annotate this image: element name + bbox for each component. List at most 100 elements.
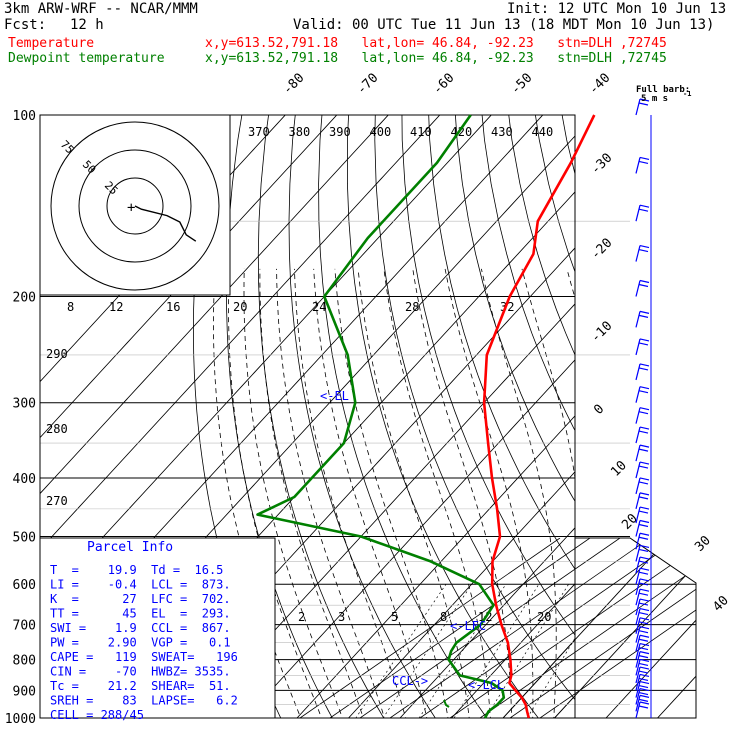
wind-barb-staff <box>635 444 641 462</box>
wind-barb-flag <box>638 621 649 625</box>
pressure-label: 400 <box>13 472 36 487</box>
wind-barb-flag <box>639 279 650 284</box>
isotherm-line <box>296 415 575 718</box>
wind-barb-staff <box>635 578 641 596</box>
wind-barb-flag <box>638 612 649 616</box>
isotherm-label: -50 <box>508 71 535 98</box>
hodograph-trace <box>134 205 197 242</box>
parcel-info-row: SWI = 1.9 CCL = 867. <box>50 621 231 635</box>
wind-barb <box>635 477 650 495</box>
wind-barb-staff <box>635 651 641 668</box>
wind-barb-staff <box>635 533 641 550</box>
wind-barb-flag <box>639 204 650 208</box>
dewpoint-legend: Dewpoint temperature <box>8 51 165 66</box>
moist-adiabat-line <box>313 268 428 718</box>
wind-barb-staff <box>635 568 641 585</box>
hodograph-ring <box>106 177 164 235</box>
wind-barb-flag <box>639 338 650 342</box>
wind-barb-flag <box>639 506 650 510</box>
wind-barb-flag <box>638 510 649 514</box>
plot-border <box>39 114 576 719</box>
theta-e-label: 270 <box>46 494 68 508</box>
wind-barb-flag <box>639 310 650 314</box>
wind-barb-staff <box>635 338 641 356</box>
wind-barb-flag <box>638 496 649 500</box>
theta-label: 430 <box>491 125 513 139</box>
wind-barb <box>635 310 650 328</box>
parcel-info-row: K = 27 LFC = 702. <box>50 592 231 606</box>
dry-adiabat-line-extended <box>449 538 696 718</box>
wind-barb <box>635 680 650 698</box>
wind-barb <box>635 519 650 537</box>
dry-adiabat-line-extended <box>299 538 561 718</box>
dry-adiabat-line-extended <box>329 538 591 718</box>
mixing-ratio-line <box>526 637 575 718</box>
wind-barb-flag <box>639 426 650 430</box>
wind-barb <box>635 279 650 297</box>
pressure-label: 200 <box>13 291 36 306</box>
wind-barb <box>635 578 650 596</box>
dry-adiabat-line <box>346 115 539 718</box>
wind-barb-flag <box>639 680 650 685</box>
isotherm-line <box>40 115 338 439</box>
valid-time: Valid: 00 UTC Tue 11 Jun 13 (18 MDT Mon … <box>293 17 715 33</box>
wind-barb-flag <box>639 519 650 524</box>
isotherm-line <box>658 115 740 718</box>
wind-barb-staff <box>635 363 641 381</box>
hodograph-origin-mark: + <box>127 200 135 216</box>
pressure-label: 100 <box>13 109 36 124</box>
parcel-info-row: SREH = 83 LAPSE= 6.2 <box>50 694 238 708</box>
wind-barb-flag <box>639 651 650 655</box>
wind-barb <box>635 556 650 574</box>
pressure-label: 600 <box>13 578 36 593</box>
mixing-ratio-line <box>382 584 473 718</box>
wind-barb-flag <box>638 102 649 106</box>
forecast-label: Fcst: <box>4 17 47 33</box>
wind-barb <box>635 386 650 403</box>
wind-barb <box>635 642 650 660</box>
moist-adiabat-line <box>276 268 385 718</box>
wind-barb-flag <box>639 156 650 161</box>
wind-barb-staff <box>635 386 641 403</box>
wind-barb-staff <box>635 688 641 705</box>
dewpoint-trace <box>256 114 506 719</box>
dry-adiabat-line-extended <box>539 538 696 718</box>
temperature-location: x,y=613.52,791.18 lat,lon= 46.84, -92.23… <box>205 36 667 51</box>
wind-barb-staff <box>635 643 641 660</box>
wind-barb-flag <box>638 411 649 415</box>
wind-barb-staff <box>635 556 641 574</box>
hodograph-box <box>39 114 231 296</box>
parcel-info-row: Tc = 21.2 SHEAR= 51. <box>50 679 231 693</box>
parcel-info-row: PW = 2.90 VGP = 0.1 <box>50 636 231 650</box>
wind-barb <box>635 506 650 524</box>
wind-barb-flag <box>639 407 650 411</box>
wind-barb <box>635 98 650 116</box>
wind-barb-flag <box>638 314 649 318</box>
mixing-ratio-line <box>485 584 569 718</box>
mixing-ratio-label-low: 5 <box>391 610 398 624</box>
isotherm-line <box>40 115 441 551</box>
wind-barb-flag <box>638 662 649 667</box>
wind-barb-flag <box>638 523 649 528</box>
wind-barb-flag <box>639 694 650 698</box>
wind-barb-flag <box>639 444 650 448</box>
wind-barb-flag <box>638 248 649 253</box>
isotherm-label: 30 <box>692 533 714 555</box>
wind-barb-flag <box>639 608 650 612</box>
isotherm-line <box>40 115 492 607</box>
wind-barb <box>635 701 650 719</box>
sounding-traces <box>256 114 596 719</box>
barb-legend-line2: 5 m s <box>641 94 669 104</box>
temperature-legend: Temperature <box>8 36 95 51</box>
wind-barb-flag <box>638 390 649 394</box>
mixing-ratio-label: 24 <box>312 300 326 314</box>
wind-barb-staff <box>635 520 641 537</box>
temperature-trace <box>482 114 596 719</box>
wind-barb-staff <box>635 157 641 174</box>
theta-label: 400 <box>370 125 392 139</box>
wind-barb-flag <box>639 617 650 621</box>
wind-barb-staff <box>635 407 641 424</box>
parcel-info-box: Parcel Info T = 19.9 Td = 16.5LI = -0.4 L… <box>39 537 276 722</box>
wind-barb <box>635 444 650 462</box>
